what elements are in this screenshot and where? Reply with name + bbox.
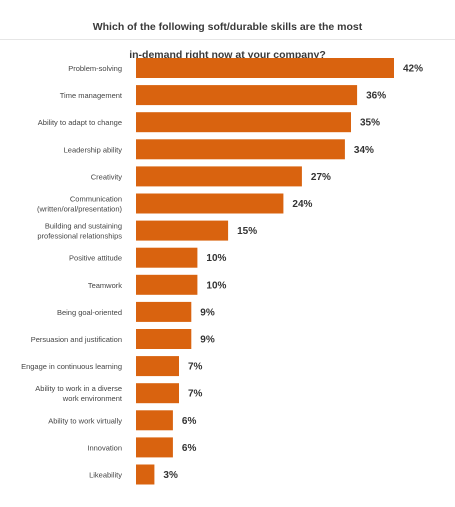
- category-label-11: Engage in continuous learning: [21, 362, 122, 371]
- value-label-8: 10%: [206, 280, 226, 291]
- value-label-9: 9%: [200, 307, 215, 318]
- value-label-4: 27%: [311, 172, 331, 183]
- value-label-14: 6%: [182, 443, 197, 454]
- bar-10: [136, 329, 192, 349]
- category-label-8: Teamwork: [88, 281, 122, 290]
- category-label-2: Ability to adapt to change: [38, 118, 122, 127]
- value-label-12: 7%: [188, 389, 203, 400]
- bar-12: [136, 383, 179, 404]
- value-label-15: 3%: [163, 470, 178, 481]
- category-label-13: Ability to work virtually: [48, 416, 122, 425]
- category-label-0: Problem-solving: [68, 64, 122, 73]
- category-label-12: Ability to work in a diverse work environ…: [35, 384, 123, 403]
- value-label-2: 35%: [360, 118, 380, 129]
- bar-9: [136, 301, 192, 322]
- category-label-14: Innovation: [87, 443, 122, 452]
- bar-6: [136, 220, 229, 241]
- category-label-7: Positive attitude: [69, 254, 122, 263]
- category-label-6: Building and sustaining professional rela…: [37, 222, 122, 241]
- value-label-3: 34%: [354, 145, 374, 156]
- bar-11: [136, 356, 179, 377]
- value-label-10: 9%: [200, 335, 215, 346]
- category-label-9: Being goal-oriented: [57, 308, 122, 317]
- bar-15: [136, 464, 155, 485]
- category-label-4: Creativity: [91, 172, 123, 181]
- bar-5: [136, 193, 284, 214]
- category-label-10: Persuasion and justification: [31, 335, 122, 344]
- bar-1: [136, 85, 358, 106]
- title-divider: [0, 39, 455, 40]
- bar-0: [136, 58, 394, 78]
- bar-4: [136, 166, 302, 187]
- chart-title-line-1: Which of the following soft/durable skil…: [92, 21, 363, 33]
- bar-7: [136, 247, 198, 268]
- bar-8: [136, 274, 198, 295]
- value-label-11: 7%: [188, 362, 203, 373]
- value-label-7: 10%: [206, 253, 226, 264]
- bar-3: [136, 139, 345, 160]
- value-label-13: 6%: [182, 416, 197, 427]
- category-label-1: Time management: [60, 91, 123, 100]
- bar-2: [136, 112, 351, 133]
- category-label-15: Likeability: [89, 471, 122, 480]
- value-label-5: 24%: [292, 199, 312, 210]
- category-label-3: Leadership ability: [64, 145, 123, 154]
- value-label-0: 42%: [403, 64, 423, 75]
- bar-14: [136, 437, 173, 458]
- value-label-6: 15%: [237, 226, 257, 237]
- bar-13: [136, 410, 173, 431]
- category-label-5: Communication (written/oral/presentation): [37, 195, 123, 214]
- value-label-1: 36%: [366, 91, 386, 102]
